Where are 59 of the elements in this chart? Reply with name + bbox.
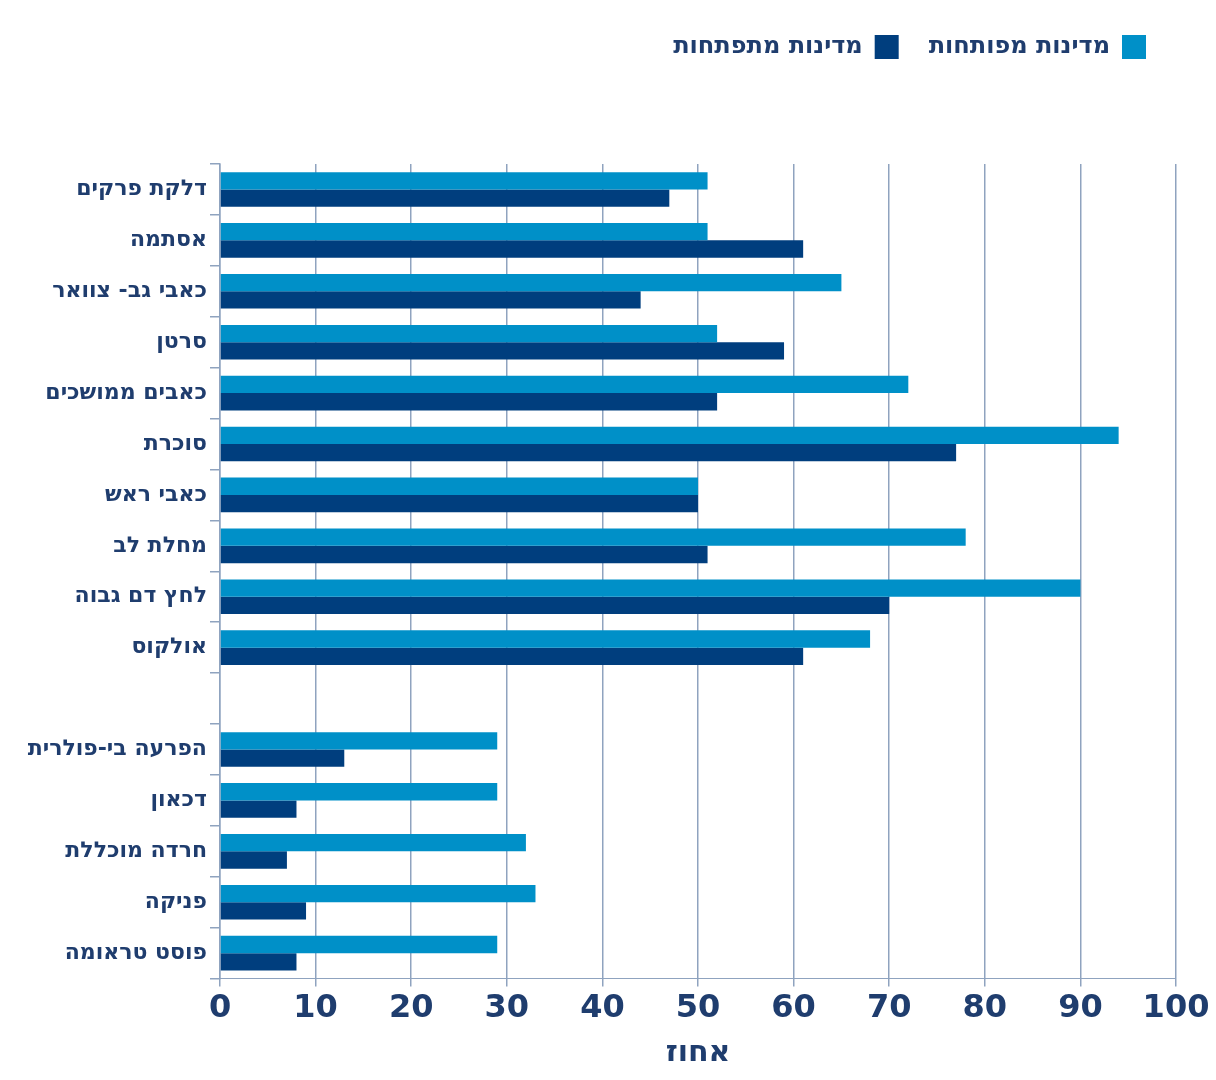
y-tick-label: חרדה מוכללת (65, 837, 207, 863)
y-tick-label: אולקוס (131, 633, 207, 659)
bar (220, 444, 957, 462)
y-tick-label: כאבי ראש (105, 480, 207, 506)
legend-label: מדינות מפותחות (928, 31, 1110, 60)
bar (220, 596, 890, 615)
bar (220, 902, 307, 920)
x-tick-label: 40 (580, 987, 625, 1026)
y-tick-label: פניקה (144, 887, 207, 913)
y-tick-label: הפרעה בי-פולרית (27, 735, 207, 761)
x-tick-label: 90 (1058, 987, 1103, 1026)
bar (220, 393, 718, 411)
bar (220, 953, 297, 971)
bar (220, 647, 804, 665)
x-tick-label: 80 (962, 987, 1008, 1026)
bar (220, 375, 909, 394)
bar (220, 935, 498, 954)
y-tick-label: כאבי גב- צוואר (52, 277, 207, 302)
x-tick-label: 50 (675, 987, 721, 1026)
x-tick-label: 30 (484, 987, 530, 1026)
x-tick-label: 70 (866, 987, 912, 1026)
x-axis-title: אחוז (665, 1032, 731, 1068)
y-tick-label: סוכרת (143, 429, 207, 455)
bar (220, 834, 526, 852)
y-tick-label: פוסט טראומה (64, 938, 207, 964)
y-tick-label: לחץ דם גבוה (74, 582, 207, 608)
x-tick-label: 0 (208, 987, 232, 1026)
y-tick-label: דלקת פרקים (76, 175, 207, 201)
bar (220, 291, 641, 309)
y-tick-label: כאבים ממושכים (45, 378, 207, 404)
bar (220, 477, 698, 495)
bar (220, 800, 297, 818)
legend-label: מדינות מתפתחות (673, 31, 863, 60)
bar (220, 494, 698, 513)
y-tick-label: סרטן (156, 327, 207, 353)
x-tick-label: 100 (1142, 987, 1210, 1026)
bar (220, 579, 1081, 597)
bar (220, 545, 708, 564)
y-tick-label: אסתמה (129, 226, 207, 252)
bar (220, 172, 708, 190)
bar (220, 528, 966, 546)
bar (220, 426, 1119, 445)
bar (220, 223, 708, 241)
x-tick-label: 10 (293, 987, 338, 1026)
y-tick-label: דכאון (150, 786, 207, 812)
x-tick-label: 60 (771, 987, 816, 1026)
y-tick-label: מחלת לב (113, 531, 207, 557)
bar (220, 732, 498, 750)
bar (220, 630, 871, 648)
bar (220, 884, 536, 903)
bar (220, 240, 804, 258)
bar (220, 273, 842, 292)
bar (220, 324, 718, 343)
bar (220, 783, 498, 801)
bar (220, 189, 670, 207)
bar (220, 851, 287, 869)
bar (220, 749, 345, 767)
bar (220, 342, 785, 360)
x-tick-label: 20 (388, 987, 434, 1026)
